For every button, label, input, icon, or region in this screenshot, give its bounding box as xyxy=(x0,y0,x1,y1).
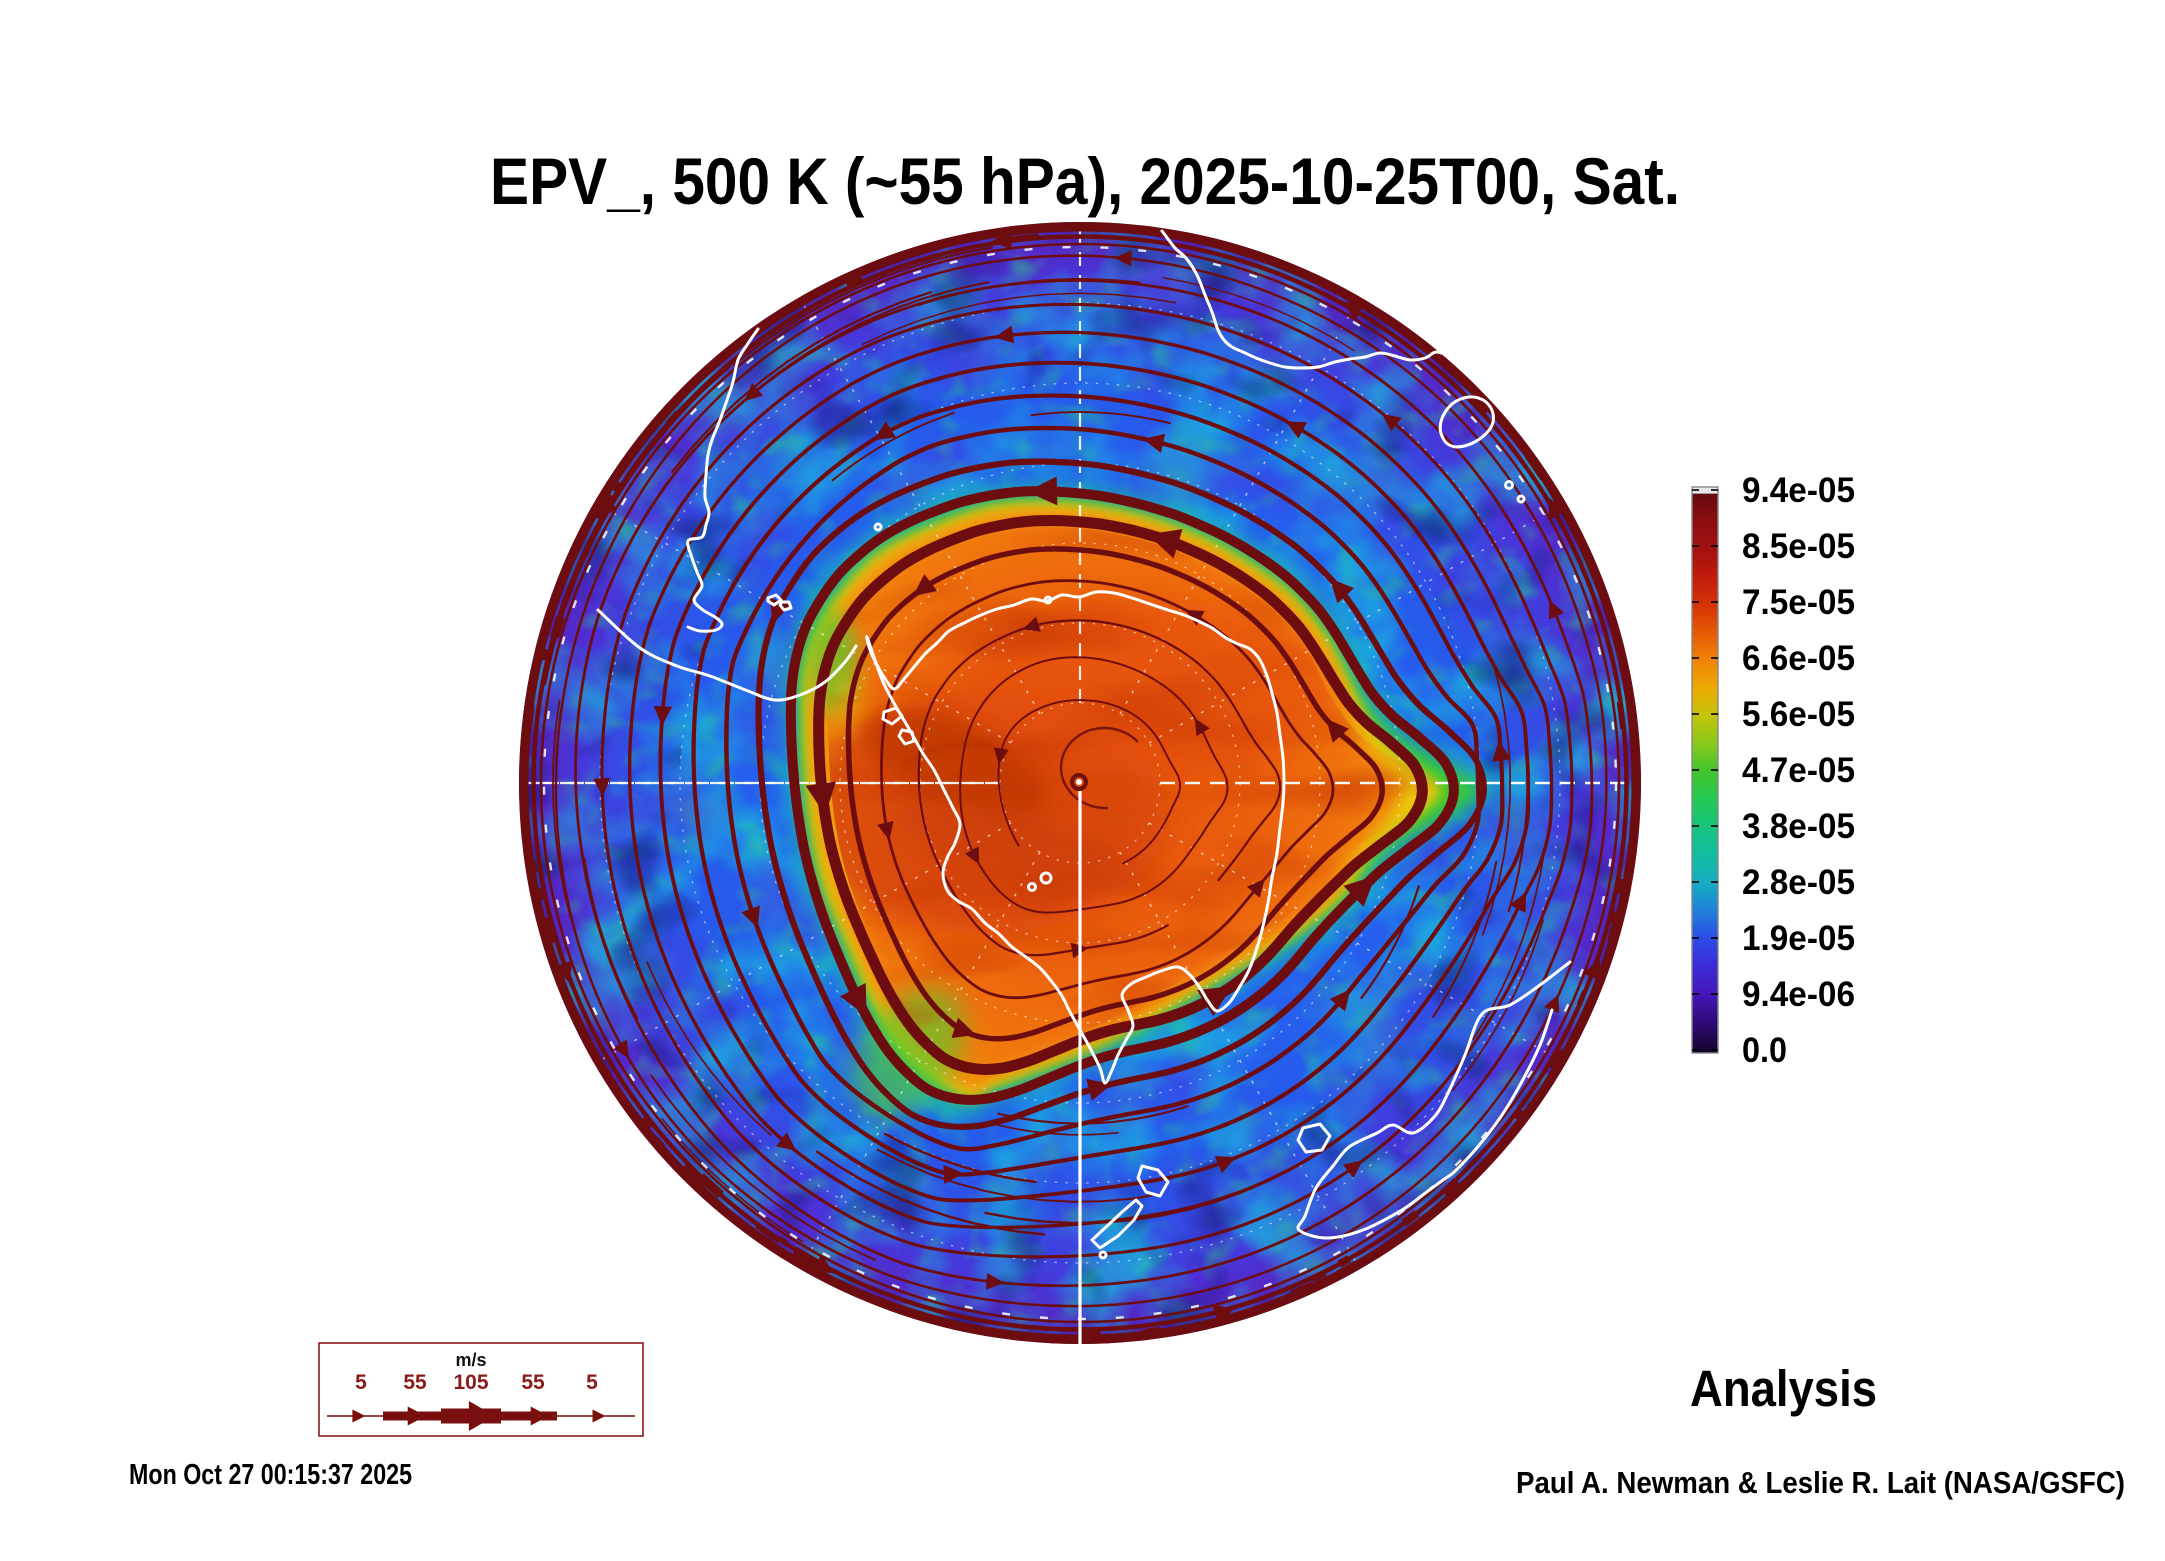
svg-text:4.7e-05: 4.7e-05 xyxy=(1742,751,1855,790)
svg-text:55: 55 xyxy=(403,1371,427,1394)
svg-text:105: 105 xyxy=(453,1371,488,1394)
svg-text:2.8e-05: 2.8e-05 xyxy=(1742,863,1855,902)
svg-text:1.9e-05: 1.9e-05 xyxy=(1742,919,1855,958)
svg-text:6.6e-05: 6.6e-05 xyxy=(1742,639,1855,678)
svg-text:5: 5 xyxy=(586,1371,598,1394)
svg-text:9.4e-05: 9.4e-05 xyxy=(1742,471,1855,510)
svg-text:5.6e-05: 5.6e-05 xyxy=(1742,695,1855,734)
svg-text:3.8e-05: 3.8e-05 xyxy=(1742,807,1855,846)
svg-text:0.0: 0.0 xyxy=(1742,1031,1787,1070)
svg-text:Analysis: Analysis xyxy=(1690,1360,1877,1417)
svg-text:Paul A. Newman & Leslie R. Lai: Paul A. Newman & Leslie R. Lait (NASA/GS… xyxy=(1516,1465,2125,1500)
svg-text:EPV_, 500 K (~55 hPa), 2025-10: EPV_, 500 K (~55 hPa), 2025-10-25T00, Sa… xyxy=(490,144,1680,218)
svg-text:Mon Oct 27 00:15:37 2025: Mon Oct 27 00:15:37 2025 xyxy=(129,1459,412,1491)
svg-text:8.5e-05: 8.5e-05 xyxy=(1742,527,1855,566)
svg-text:m/s: m/s xyxy=(455,1350,486,1370)
svg-text:7.5e-05: 7.5e-05 xyxy=(1742,583,1855,622)
svg-text:9.4e-06: 9.4e-06 xyxy=(1742,975,1855,1014)
svg-text:55: 55 xyxy=(521,1371,545,1394)
svg-text:5: 5 xyxy=(355,1371,367,1394)
